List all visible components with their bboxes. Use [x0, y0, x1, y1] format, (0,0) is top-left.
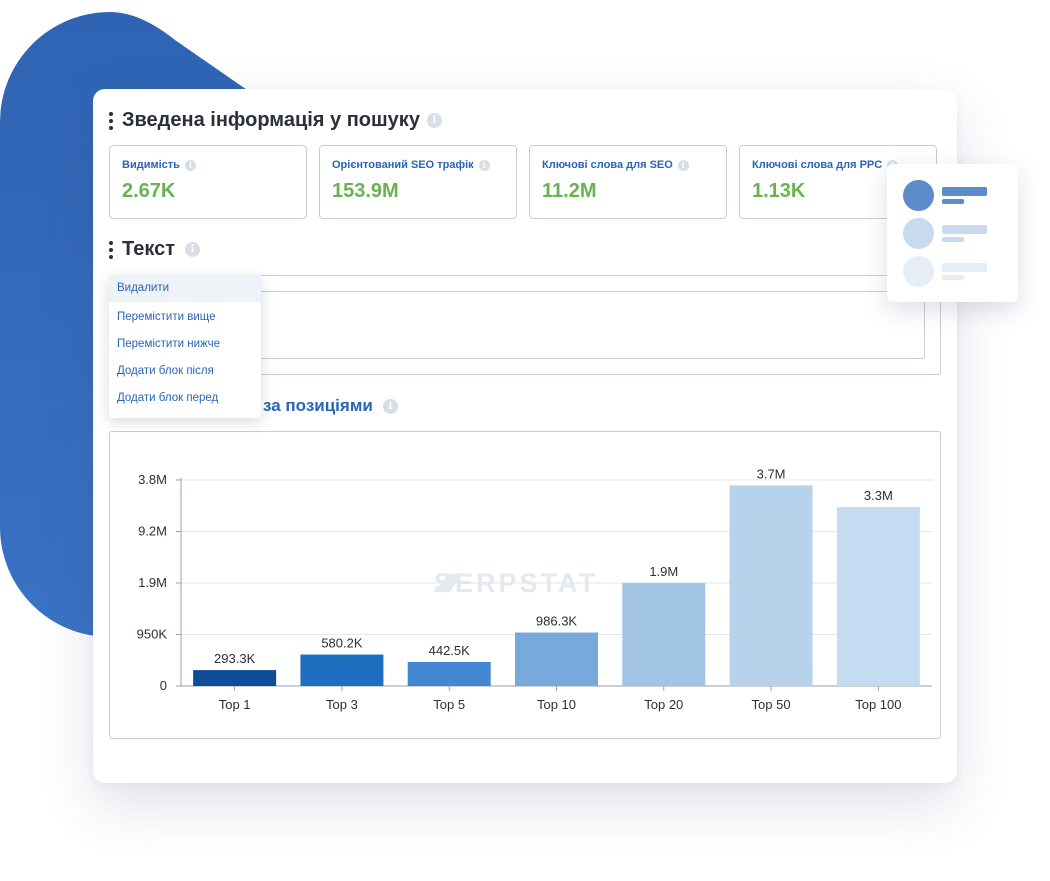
bar-top-20 [622, 583, 706, 686]
y-tick-label: 0 [160, 678, 167, 693]
x-tick-label: Top 5 [433, 697, 465, 712]
bar-top-1 [193, 670, 277, 686]
text-title-text: Текст [122, 238, 176, 260]
info-icon[interactable] [184, 159, 196, 171]
bar-top-10 [515, 632, 598, 686]
metric-card-seo-traffic: Орієнтований SEO трафік 153.9M [319, 145, 517, 219]
metric-value: 2.67K [122, 180, 176, 202]
y-tick-label: 3.8M [138, 472, 167, 487]
x-tick-label: Top 10 [537, 697, 576, 712]
block-context-menu: Видалити Перемістити вище Перемістити ни… [109, 275, 261, 418]
metric-label: Ключові слова для SEO [542, 159, 673, 171]
text-section-title: Текст [109, 238, 201, 261]
metric-card-visibility: Видимість 2.67K [109, 145, 307, 219]
y-tick-label: 9.2M [138, 524, 167, 539]
placeholder-bar [942, 237, 964, 242]
x-tick-label: Top 50 [752, 697, 791, 712]
summary-section-title: Зведена інформація у пошуку [109, 109, 442, 132]
menu-item-move-up[interactable]: Перемістити вище [117, 311, 216, 323]
info-icon[interactable] [478, 159, 490, 171]
info-icon[interactable] [677, 159, 689, 171]
data-label: 1.9M [649, 564, 678, 579]
placeholder-bar [942, 199, 964, 204]
data-label: 293.3K [214, 651, 256, 666]
data-label: 3.3M [864, 488, 893, 503]
metric-value: 11.2M [542, 180, 597, 202]
metric-value: 1.13K [752, 180, 806, 202]
metric-card-seo-keywords: Ключові слова для SEO 11.2M [529, 145, 727, 219]
placeholder-bar [942, 275, 964, 280]
info-icon[interactable] [185, 242, 201, 257]
y-tick-label: 1.9M [138, 575, 167, 590]
data-label: 442.5K [429, 643, 471, 658]
summary-title-text: Зведена інформація у пошуку [122, 109, 420, 131]
x-tick-label: Top 20 [644, 697, 683, 712]
metric-label: Орієнтований SEO трафік [332, 159, 474, 171]
positions-section-title: за позиціями [263, 396, 398, 416]
placeholder-bar [942, 263, 987, 272]
menu-item-delete[interactable]: Видалити [109, 275, 261, 302]
bar-top-100 [836, 507, 920, 686]
positions-chart: SERPSTAT 0 950K 1.9M 9.2M 3.8M 293.3K Top 1 580.… [109, 431, 941, 739]
info-icon[interactable] [382, 398, 398, 414]
floating-legend-widget [887, 164, 1018, 302]
drag-handle-icon[interactable] [109, 240, 113, 259]
drag-handle-icon[interactable] [109, 111, 113, 130]
metric-label: Видимість [122, 159, 180, 171]
data-label: 3.7M [757, 466, 786, 481]
data-label: 986.3K [536, 614, 578, 629]
metric-value: 153.9M [332, 180, 399, 202]
placeholder-bar [942, 225, 987, 234]
data-label: 580.2K [321, 636, 363, 651]
avatar-dot-icon [903, 218, 934, 249]
avatar-dot-icon [903, 180, 934, 211]
y-tick-label: 950K [137, 627, 168, 642]
placeholder-bar [942, 187, 987, 196]
menu-item-move-down[interactable]: Перемістити нижче [117, 338, 220, 350]
report-card: Зведена інформація у пошуку Видимість 2.… [93, 89, 957, 783]
menu-item-add-before[interactable]: Додати блок перед [117, 392, 219, 404]
bar-top-3 [300, 654, 384, 686]
x-tick-label: Top 1 [219, 697, 251, 712]
bar-top-50 [729, 485, 813, 686]
info-icon[interactable] [426, 113, 442, 128]
x-tick-label: Top 3 [326, 697, 358, 712]
avatar-dot-icon [903, 256, 934, 287]
menu-item-add-after[interactable]: Додати блок після [117, 365, 214, 377]
x-tick-label: Top 100 [855, 697, 901, 712]
metric-label: Ключові слова для PPC [752, 159, 883, 171]
positions-title-text: за позиціями [263, 396, 373, 415]
bar-top-5 [407, 662, 491, 686]
